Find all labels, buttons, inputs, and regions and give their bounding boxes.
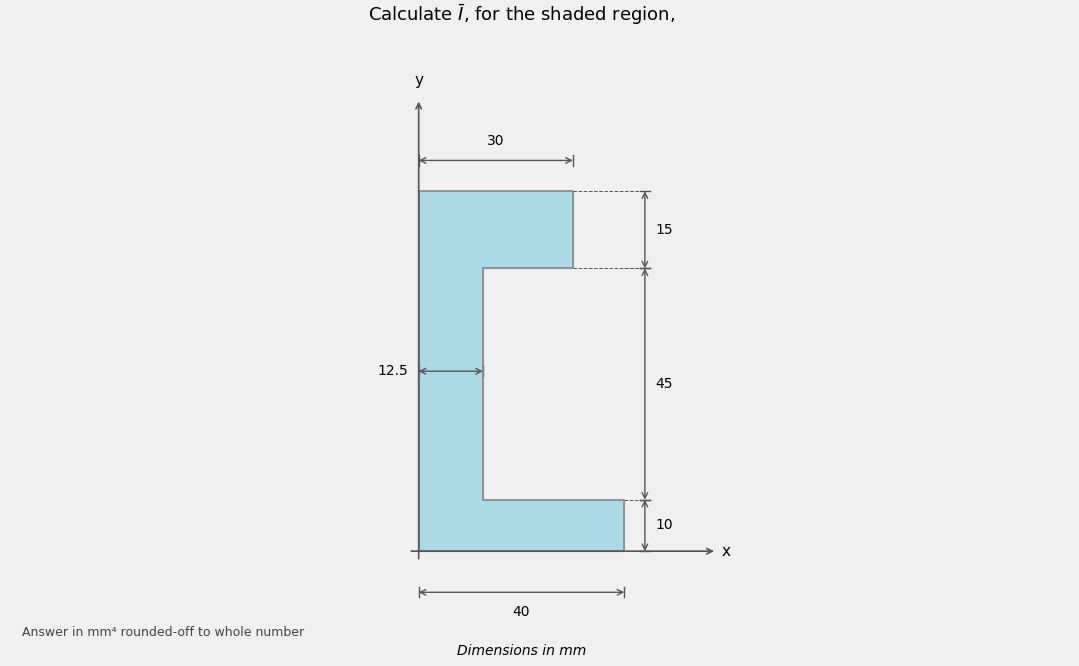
Text: 40: 40 bbox=[513, 605, 530, 619]
Text: 15: 15 bbox=[655, 223, 673, 237]
Text: 12.5: 12.5 bbox=[378, 364, 409, 378]
Text: 10: 10 bbox=[655, 518, 673, 532]
Text: Calculate $\bar{I}$, for the shaded region,: Calculate $\bar{I}$, for the shaded regi… bbox=[368, 2, 675, 27]
Text: Answer in mm⁴ rounded-off to whole number: Answer in mm⁴ rounded-off to whole numbe… bbox=[22, 626, 303, 639]
Text: Dimensions in mm: Dimensions in mm bbox=[456, 644, 586, 658]
Text: 30: 30 bbox=[487, 134, 505, 148]
Polygon shape bbox=[419, 191, 625, 551]
Text: 45: 45 bbox=[655, 377, 672, 391]
Text: y: y bbox=[414, 73, 423, 89]
Text: x: x bbox=[722, 543, 730, 559]
